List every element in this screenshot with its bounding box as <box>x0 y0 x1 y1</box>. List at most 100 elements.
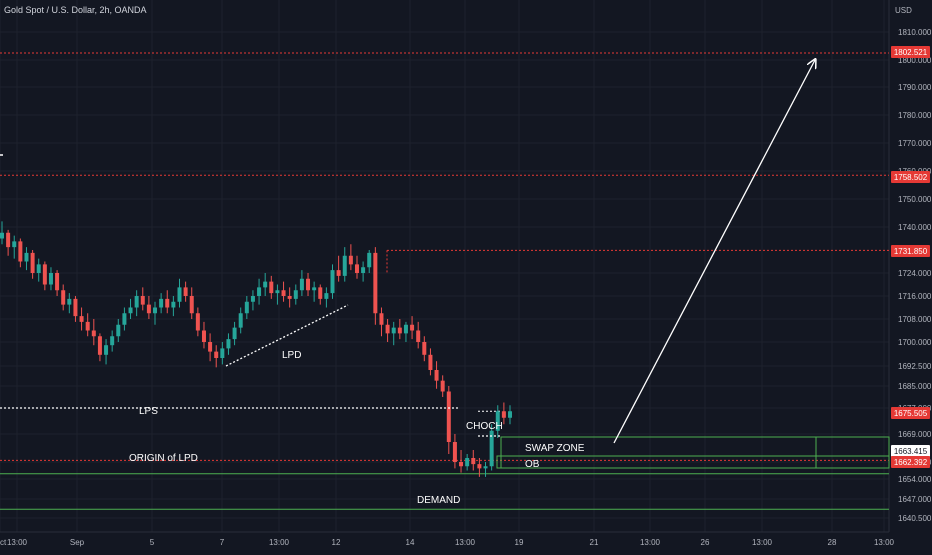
candle-body <box>281 290 286 296</box>
y-tick-label: 1685.000 <box>898 382 932 391</box>
candle-body <box>465 458 470 467</box>
y-tick-label: 1750.000 <box>898 195 932 204</box>
candle-body <box>226 339 231 349</box>
candle-body <box>489 430 494 467</box>
candle-body <box>159 298 164 308</box>
candle-body <box>287 296 292 299</box>
candle-body <box>177 287 182 302</box>
candle-body <box>146 304 151 314</box>
candle-body <box>110 336 115 346</box>
candle-body <box>495 411 500 431</box>
candle-body <box>201 330 206 342</box>
x-tick-label: 12 <box>332 538 341 547</box>
candle-body <box>61 290 66 305</box>
y-tick-label: 1647.000 <box>898 495 932 504</box>
candle-body <box>153 307 158 314</box>
x-tick-label: 5 <box>150 538 155 547</box>
candle-body <box>42 264 47 285</box>
candle-body <box>459 462 464 467</box>
candle-body <box>30 252 35 273</box>
candle-body <box>183 287 188 296</box>
candle-body <box>446 391 451 442</box>
candle-body <box>385 324 390 334</box>
candle-body <box>257 287 262 296</box>
candle-body <box>189 296 194 314</box>
price-label-text: 1802.521 <box>894 48 928 57</box>
candle-body <box>12 241 17 248</box>
candle-body <box>483 466 488 469</box>
price-label-text: 1731.850 <box>894 247 928 256</box>
candle-body <box>48 273 53 285</box>
candle-body <box>324 293 329 299</box>
candle-body <box>299 278 304 291</box>
candle-body <box>361 267 366 273</box>
candle-body <box>452 442 457 462</box>
candle-body <box>165 298 170 308</box>
choch-label: CHOCH <box>466 421 503 432</box>
candle-body <box>410 324 415 331</box>
lpd-trendline[interactable] <box>225 304 349 367</box>
candle-body <box>336 270 341 276</box>
x-tick-label: 28 <box>828 538 837 547</box>
x-tick-label: 13:00 <box>752 538 773 547</box>
grid <box>0 0 889 532</box>
candle-body <box>220 348 225 358</box>
x-tick-label: 19 <box>515 538 524 547</box>
candle-body <box>140 296 145 305</box>
y-tick-label: 1708.000 <box>898 315 932 324</box>
projection-arrow[interactable] <box>613 60 815 444</box>
candle-body <box>122 313 127 325</box>
candle-body <box>397 327 402 334</box>
x-tick-label: 21 <box>590 538 599 547</box>
price-label-text: 1675.505 <box>894 409 928 418</box>
price-label-text: 1663.415 <box>894 447 928 456</box>
candle-body <box>116 324 121 337</box>
x-tick-label: 14 <box>406 538 415 547</box>
x-tick-label: Oct <box>0 538 7 547</box>
candle-body <box>85 321 90 331</box>
candle-body <box>342 255 347 276</box>
candle-body <box>306 278 311 291</box>
price-label-box <box>891 245 930 257</box>
y-tick-label: 1800.000 <box>898 56 932 65</box>
candle-body <box>0 232 4 239</box>
candle-body <box>477 464 482 469</box>
candle-body <box>171 301 176 308</box>
y-tick-label: 1700.000 <box>898 338 932 347</box>
lps-label: LPS <box>139 406 158 417</box>
ob-label: OB <box>525 459 540 470</box>
price-label-box <box>891 445 930 457</box>
y-tick-label: 1770.000 <box>898 139 932 148</box>
swap-zone-label: SWAP ZONE <box>525 443 585 454</box>
x-tick-label: 26 <box>701 538 710 547</box>
candle-body <box>232 327 237 340</box>
candle-body <box>471 458 476 465</box>
lpd-label: LPD <box>282 350 301 361</box>
candle-body <box>244 301 249 314</box>
candle-body <box>6 232 11 248</box>
y-tick-label: 1780.000 <box>898 111 932 120</box>
price-label-box <box>891 407 930 419</box>
candle-body <box>330 270 335 294</box>
ob-box[interactable] <box>496 455 890 469</box>
candle-body <box>434 370 439 381</box>
candle-body <box>373 252 378 314</box>
price-label-text: 1758.502 <box>894 173 928 182</box>
level-lines <box>0 52 889 510</box>
x-tick-label: 13:00 <box>7 538 28 547</box>
candle-body <box>318 287 323 299</box>
candle-body <box>275 290 280 294</box>
candle-body <box>293 290 298 299</box>
y-tick-label: 1740.000 <box>898 223 932 232</box>
candle-body <box>24 252 29 262</box>
price-label-box <box>891 171 930 183</box>
price-label-text: 1662.392 <box>894 458 928 467</box>
time-axis[interactable]: 13:00 Sep 5 7 13:00 12 14 13:00 19 21 13:00 26 13:00… <box>0 538 895 547</box>
candle-body <box>263 281 268 288</box>
candle-body <box>416 330 421 342</box>
candle-body <box>367 252 372 268</box>
candle-body <box>250 296 255 302</box>
candle-body <box>67 298 72 305</box>
